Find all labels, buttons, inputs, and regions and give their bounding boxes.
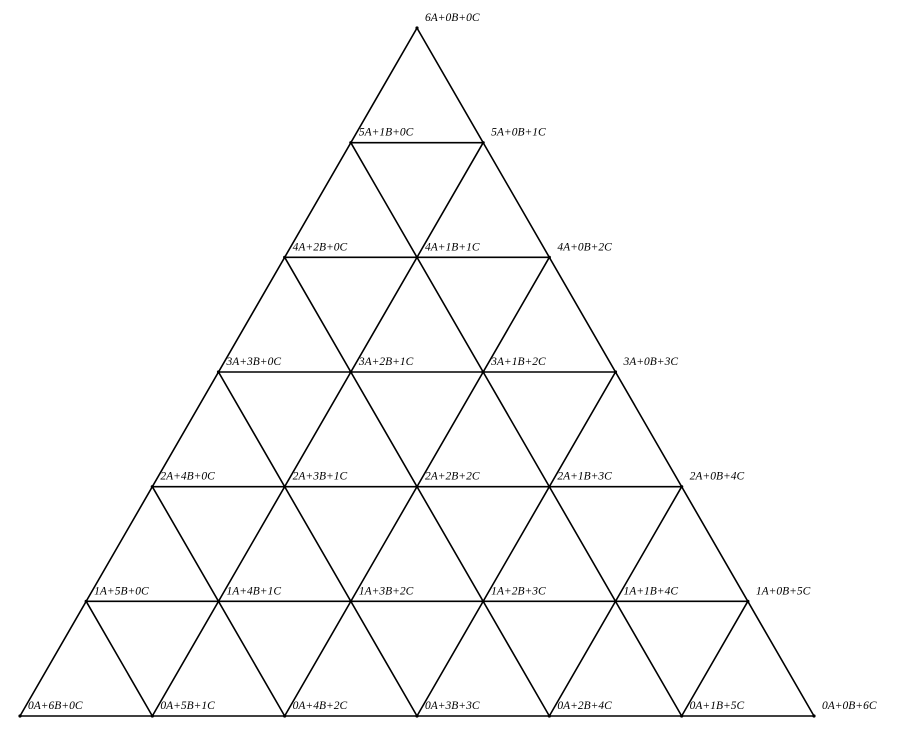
composition-label: 0A+1B+5C [690,700,745,712]
lattice-node [349,370,353,374]
composition-label: 1A+5B+0C [94,585,149,597]
lattice-node [481,599,485,603]
composition-label: 1A+1B+4C [624,585,679,597]
lattice-node [415,485,419,489]
right-diagonal-line [350,141,683,717]
composition-label: 2A+0B+4C [690,471,745,483]
right-diagonal-line [217,371,418,717]
composition-label: 1A+4B+1C [227,585,282,597]
composition-label: 0A+4B+2C [293,700,348,712]
composition-label: 3A+0B+3C [623,356,679,368]
lattice-node [415,255,419,259]
lattice-node [481,141,485,145]
lattice-node [349,141,353,145]
lattice-node [812,714,816,718]
composition-label: 1A+2B+3C [491,585,546,597]
composition-label: 0A+5B+1C [160,700,215,712]
lattice-node [547,255,551,259]
composition-label: 0A+6B+0C [28,700,83,712]
lattice-nodes [18,26,816,718]
lattice-node [613,370,618,374]
composition-label: 2A+1B+3C [557,471,612,483]
composition-label: 2A+4B+0C [160,471,215,483]
composition-label: 1A+0B+5C [756,585,811,597]
lattice-node [481,370,485,374]
composition-label: 5A+0B+1C [491,127,546,139]
composition-label: 4A+1B+1C [425,241,480,253]
composition-label: 4A+2B+0C [293,241,348,253]
lattice-node [680,485,684,489]
composition-label: 5A+1B+0C [359,127,414,139]
lattice-node [547,714,551,718]
right-diagonal-line [85,600,154,717]
lattice-node [415,26,419,30]
left-diagonal-line [151,141,484,717]
lattice-node [746,599,750,603]
composition-label: 6A+0B+0C [425,12,480,24]
composition-label: 2A+3B+1C [293,471,348,483]
composition-label: 2A+2B+2C [425,471,480,483]
lattice-node [150,485,154,489]
left-diagonal-line [680,600,749,717]
lattice-edges [19,27,815,717]
lattice-node [283,485,287,489]
lattice-node [283,255,287,259]
lattice-node [283,714,287,718]
composition-label: 1A+3B+2C [359,585,414,597]
composition-label: 3A+1B+2C [490,356,546,368]
composition-label: 3A+3B+0C [226,356,282,368]
lattice-node [150,714,154,718]
composition-label: 4A+0B+2C [557,241,612,253]
composition-label: 0A+0B+6C [822,700,877,712]
lattice-node [349,599,353,603]
lattice-labels: 6A+0B+0C 5A+1B+0C 5A+0B+1C 4A+2B+0C 4A+1B+1C… [28,12,877,712]
composition-label: 0A+3B+3C [425,700,480,712]
lattice-node [216,599,221,603]
lattice-node [680,714,684,718]
composition-label: 0A+2B+4C [557,700,612,712]
lattice-node [18,714,22,718]
lattice-node [216,370,221,374]
left-diagonal-line [416,371,617,717]
lattice-node [613,599,618,603]
lattice-node [84,599,88,603]
lattice-node [415,714,419,718]
lattice-node [547,485,551,489]
composition-label: 3A+2B+1C [358,356,414,368]
